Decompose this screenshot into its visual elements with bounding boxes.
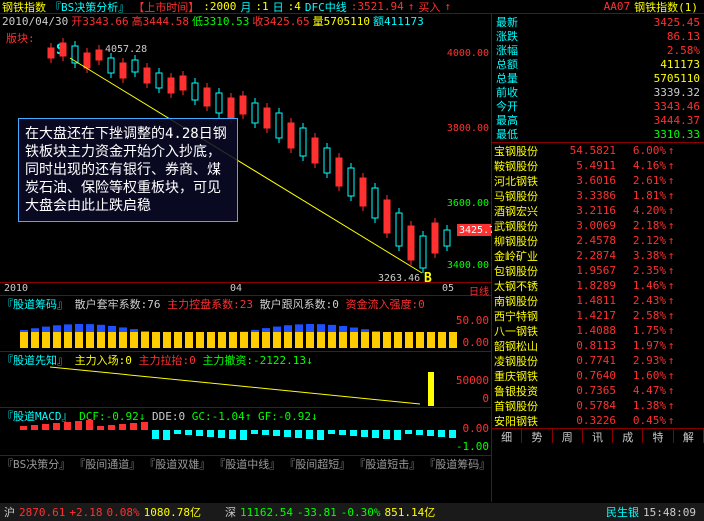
tab[interactable]: 『股道筹码』 [422, 456, 491, 471]
right-tab[interactable]: 特 [643, 429, 673, 443]
tab[interactable]: 『股间超短』 [282, 456, 352, 471]
tab[interactable]: 『股道中线』 [212, 456, 282, 471]
quote-row: 最高3444.37 [496, 113, 700, 127]
tab[interactable]: 『股间通道』 [72, 456, 142, 471]
indicator-2[interactable]: 『股道先知』 主力入场:0 主力拉抬:0 主力撤资:-2122.13↓ 5000… [0, 352, 491, 408]
ohlc-bar: 2010/04/30 开3343.66 高3444.58 低3310.53 收3… [0, 14, 491, 28]
stock-name: 钢铁指数(1) [634, 0, 698, 15]
stock-row[interactable]: 首钢股份0.57841.38%↑ [494, 398, 702, 413]
bank-label: 民生银 [606, 504, 639, 520]
stock-row[interactable]: 鲁银投资0.73654.47%↑ [494, 383, 702, 398]
stock-row[interactable]: 西宁特钢1.42172.58%↑ [494, 308, 702, 323]
top-header: 钢铁指数 『BS决策分析』 【上市时间】 :2000 月:1 日:4 DFC中线… [0, 0, 704, 14]
quote-row: 涨幅2.58% [496, 43, 700, 57]
indicator-1[interactable]: 『股道筹码』 散户套牢系数:76 主力控盘系数:23 散户跟风系数:0 资金流入… [0, 296, 491, 352]
stock-row[interactable]: 南钢股份1.48112.43%↑ [494, 293, 702, 308]
quote-row: 今开3343.46 [496, 99, 700, 113]
stock-row[interactable]: 柳钢股份2.45782.12%↑ [494, 233, 702, 248]
stock-row[interactable]: 安阳钢铁0.32260.45%↑ [494, 413, 702, 428]
quote-row: 最低3310.33 [496, 127, 700, 141]
stock-row[interactable]: 鞍钢股份5.49114.16%↑ [494, 158, 702, 173]
stock-row[interactable]: 金岭矿业2.28743.38%↑ [494, 248, 702, 263]
quote-row: 涨跌86.13 [496, 29, 700, 43]
indicator-3[interactable]: 『股道MACD』 DCF:-0.92↓ DDE:0 GC:-1.04↑ GF:-… [0, 408, 491, 456]
tab[interactable]: 『股道双雄』 [142, 456, 212, 471]
quote-panel: 最新3425.45涨跌86.13涨幅2.58%总额411173总量5705110… [492, 14, 704, 142]
quote-row: 前收3339.32 [496, 85, 700, 99]
stock-row[interactable]: 太钢不锈1.82891.46%↑ [494, 278, 702, 293]
stock-row[interactable]: 凌钢股份0.77412.93%↑ [494, 353, 702, 368]
bottom-tabs[interactable]: 『BS决策分』『股间通道』『股道双雄』『股道中线』『股间超短』『股道短击』『股道… [0, 456, 491, 471]
stock-code: AA07 [604, 0, 631, 13]
tab[interactable]: 『BS决策分』 [0, 456, 72, 471]
right-tabs[interactable]: 细势周讯成特解 [492, 428, 704, 443]
stock-list[interactable]: 宝钢股份54.58216.00%↑鞍钢股份5.49114.16%↑河北钢铁3.6… [492, 142, 704, 428]
stock-row[interactable]: 河北钢铁3.60162.61%↑ [494, 173, 702, 188]
right-tab[interactable]: 细 [492, 429, 522, 443]
stock-row[interactable]: 包钢股份1.95672.35%↑ [494, 263, 702, 278]
price-tag: 3425.7 [459, 225, 492, 236]
tab[interactable]: 『股道短击』 [352, 456, 422, 471]
quote-row: 最新3425.45 [496, 15, 700, 29]
stock-row[interactable]: 八一钢铁1.40881.75%↑ [494, 323, 702, 338]
right-tab[interactable]: 讯 [583, 429, 613, 443]
peak-label: 4057.28 [105, 44, 147, 55]
stock-row[interactable]: 重庆钢铁0.76401.60%↑ [494, 368, 702, 383]
clock: 15:48:09 [643, 506, 696, 519]
stock-row[interactable]: 宝钢股份54.58216.00%↑ [494, 143, 702, 158]
quote-row: 总额411173 [496, 57, 700, 71]
stock-row[interactable]: 酒钢宏兴3.21164.20%↑ [494, 203, 702, 218]
stock-row[interactable]: 马钢股份3.33861.81%↑ [494, 188, 702, 203]
stock-row[interactable]: 韶钢松山0.81131.97%↑ [494, 338, 702, 353]
right-tab[interactable]: 势 [522, 429, 552, 443]
right-tab[interactable]: 解 [674, 429, 704, 443]
annotation-box: 在大盘还在下挫调整的4.28日钢铁板块主力资金开始介入抄底，同时出现的还有银行、… [18, 118, 238, 222]
quote-row: 总量5705110 [496, 71, 700, 85]
stock-row[interactable]: 武钢股份3.00692.18%↑ [494, 218, 702, 233]
candlestick-chart[interactable]: 版块: S 4057.28 3263.46 B 3425.7 在大盘还在下挫调整… [0, 28, 491, 296]
right-tab[interactable]: 周 [553, 429, 583, 443]
index-title: 钢铁指数 [2, 0, 46, 15]
date-axis: 2010 04 05 日线 [0, 282, 491, 295]
right-tab[interactable]: 成 [613, 429, 643, 443]
status-bar: 沪 2870.61 +2.18 0.08% 1080.78亿 深 11162.5… [0, 503, 704, 521]
